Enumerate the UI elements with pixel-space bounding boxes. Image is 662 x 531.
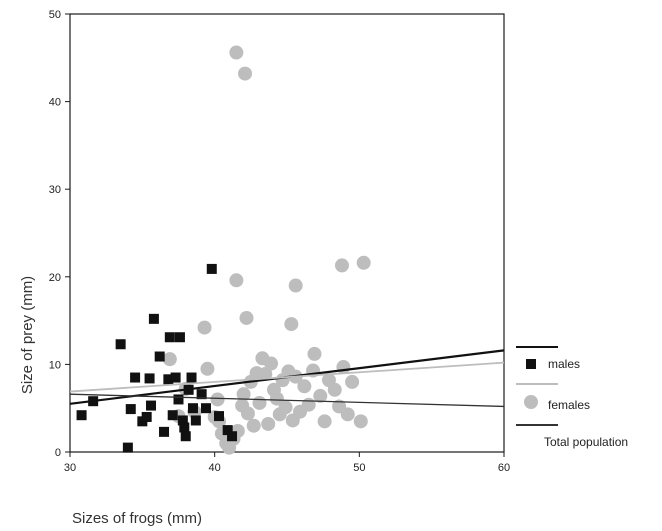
x-axis-title: Sizes of frogs (mm) xyxy=(72,510,202,527)
y-tick-label: 40 xyxy=(49,97,61,109)
males-point xyxy=(174,332,185,343)
females-point xyxy=(327,382,342,397)
females-point xyxy=(252,395,267,410)
females-point xyxy=(301,397,316,412)
legend-label-females: females xyxy=(548,398,590,412)
males-point xyxy=(196,389,207,400)
females-point xyxy=(313,388,328,403)
females-point xyxy=(246,418,261,433)
legend-label-total-population: Total population xyxy=(544,435,628,449)
females-point xyxy=(334,258,349,273)
females-point xyxy=(317,414,332,429)
males-point xyxy=(222,425,233,436)
x-tick-label: 30 xyxy=(64,462,76,474)
females-point xyxy=(353,414,368,429)
females-point xyxy=(288,278,303,293)
females-point xyxy=(210,392,225,407)
females-point xyxy=(345,374,360,389)
x-tick-label: 50 xyxy=(353,462,365,474)
males-point xyxy=(180,431,191,442)
legend-marker-females xyxy=(524,395,538,409)
females-point xyxy=(236,387,251,402)
females-point xyxy=(284,317,299,332)
males-point xyxy=(179,422,190,433)
males-point xyxy=(206,263,217,274)
males-point xyxy=(177,415,188,426)
legend: males females Total population xyxy=(516,346,628,449)
trend-lines xyxy=(69,349,505,408)
females-point xyxy=(307,346,322,361)
females-point xyxy=(340,407,355,422)
x-tick-label: 60 xyxy=(498,462,510,474)
total-population-trend-line xyxy=(69,393,505,408)
legend-marker-males xyxy=(526,359,536,369)
males-point xyxy=(227,431,238,442)
males-point xyxy=(125,404,136,415)
plot-area xyxy=(69,13,505,453)
females-point xyxy=(269,391,284,406)
y-tick-label: 20 xyxy=(49,272,61,284)
data-points xyxy=(76,45,371,455)
males-point xyxy=(200,403,211,414)
females-point xyxy=(336,360,351,375)
males-point xyxy=(122,442,133,453)
males-point xyxy=(146,400,157,411)
females-point xyxy=(238,66,253,81)
y-tick-label: 10 xyxy=(49,359,61,371)
y-tick-label: 0 xyxy=(55,447,61,459)
females-point xyxy=(261,416,276,431)
x-tick-label: 40 xyxy=(209,462,221,474)
males-point xyxy=(148,313,159,324)
males-point xyxy=(159,426,170,437)
males-point xyxy=(170,372,181,383)
males-point xyxy=(186,372,197,383)
females-trend-line xyxy=(69,361,505,393)
males-point xyxy=(187,403,198,414)
y-tick-label: 50 xyxy=(49,9,61,21)
females-point xyxy=(229,273,244,288)
females-point xyxy=(356,255,371,270)
males-point xyxy=(173,394,184,405)
males-point xyxy=(190,415,201,426)
females-point xyxy=(240,406,255,421)
legend-label-males: males xyxy=(548,357,580,371)
males-point xyxy=(163,374,174,385)
females-point xyxy=(197,320,212,335)
females-point xyxy=(200,361,215,376)
females-point xyxy=(297,379,312,394)
axis-ticks: 30 40 50 60 0 10 20 30 40 50 xyxy=(49,9,510,474)
males-point xyxy=(167,410,178,421)
females-point xyxy=(264,356,279,371)
females-point xyxy=(239,310,254,325)
males-point xyxy=(164,332,175,343)
females-point xyxy=(229,45,244,60)
males-point xyxy=(115,339,126,350)
y-axis-title: Size of prey (mm) xyxy=(19,276,36,394)
y-tick-label: 30 xyxy=(49,184,61,196)
males-point xyxy=(154,351,165,362)
females-point xyxy=(162,352,177,367)
males-point xyxy=(144,373,155,384)
males-point xyxy=(130,372,141,383)
females-point xyxy=(278,400,293,415)
males-point xyxy=(76,410,87,421)
males-point xyxy=(214,411,225,422)
males-point xyxy=(141,411,152,422)
